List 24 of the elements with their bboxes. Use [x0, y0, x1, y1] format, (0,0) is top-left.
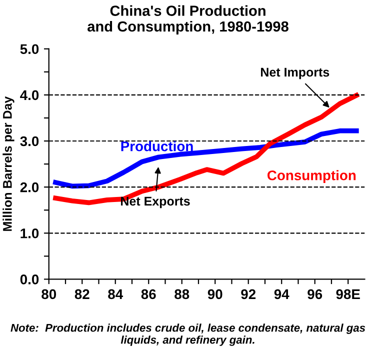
text: Note: Production includes crude oil, lease condensate, natural gas liquids, and refinery gain. — [10, 324, 366, 346]
annotation: Net Imports — [261, 68, 330, 80]
annotation: Net Exports — [121, 196, 190, 208]
y-tick-label: 4.0 — [20, 90, 39, 100]
y-tick-label: 1.0 — [20, 228, 39, 238]
x-tick-label: 86 — [141, 289, 156, 300]
y-tick-label: 3.0 — [20, 136, 39, 146]
y-tick-label: 2.0 — [20, 182, 39, 192]
chart-title: China's Oil Production and Consumption, 1980-1998 — [88, 5, 288, 35]
y-tick-label: 0.0 — [20, 274, 39, 284]
x-tick-label: 96 — [308, 289, 322, 300]
y-axis-title: Million Barrels per Day — [2, 96, 14, 231]
line-series — [53, 128, 359, 189]
x-tick-label: 82 — [74, 289, 90, 300]
x-tick-label: 92 — [241, 289, 256, 300]
series-label: Consumption — [267, 170, 356, 184]
x-tick-label: 90 — [208, 289, 222, 300]
x-tick-label: 88 — [174, 289, 190, 300]
y-tick-label: 5.0 — [20, 44, 39, 54]
x-tick-label: 98E — [336, 289, 360, 300]
series-label: Production — [121, 141, 193, 152]
x-tick-label: 94 — [274, 289, 290, 300]
x-tick-label: 80 — [42, 289, 56, 300]
x-tick-label: 84 — [108, 289, 124, 300]
